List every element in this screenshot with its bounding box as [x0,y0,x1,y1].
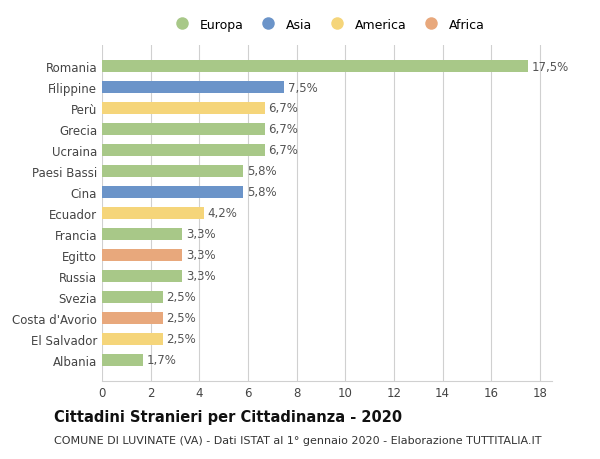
Text: 1,7%: 1,7% [147,353,177,366]
Bar [102,333,163,345]
Bar [102,207,204,219]
Bar [102,166,243,177]
Text: 2,5%: 2,5% [166,333,196,346]
Text: 2,5%: 2,5% [166,291,196,304]
Text: 7,5%: 7,5% [288,81,318,94]
Text: 6,7%: 6,7% [269,102,298,115]
Bar [102,229,182,240]
Text: 3,3%: 3,3% [186,270,215,283]
Bar [102,187,243,198]
Text: 4,2%: 4,2% [208,207,238,220]
Text: 5,8%: 5,8% [247,165,277,178]
Bar [102,354,143,366]
Bar [102,313,163,324]
Bar [102,82,284,94]
Text: Cittadini Stranieri per Cittadinanza - 2020: Cittadini Stranieri per Cittadinanza - 2… [54,409,402,425]
Bar [102,124,265,135]
Bar [102,270,182,282]
Text: 3,3%: 3,3% [186,228,215,241]
Bar [102,291,163,303]
Text: COMUNE DI LUVINATE (VA) - Dati ISTAT al 1° gennaio 2020 - Elaborazione TUTTITALI: COMUNE DI LUVINATE (VA) - Dati ISTAT al … [54,435,542,445]
Text: 6,7%: 6,7% [269,144,298,157]
Text: 6,7%: 6,7% [269,123,298,136]
Text: 3,3%: 3,3% [186,249,215,262]
Text: 2,5%: 2,5% [166,312,196,325]
Text: 17,5%: 17,5% [532,61,569,73]
Text: 5,8%: 5,8% [247,186,277,199]
Bar [102,103,265,114]
Legend: Europa, Asia, America, Africa: Europa, Asia, America, Africa [169,19,485,32]
Bar [102,250,182,261]
Bar [102,61,527,73]
Bar [102,145,265,157]
